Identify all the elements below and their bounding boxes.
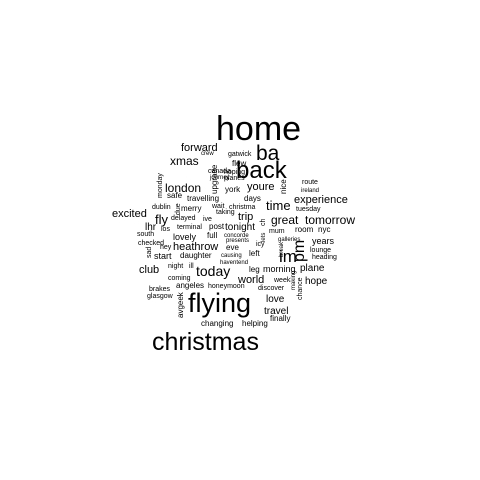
word-upgrade: upgrade <box>210 164 219 194</box>
word-los: los <box>161 226 170 233</box>
word-flew: flew <box>232 159 246 168</box>
word-heathrow: heathrow <box>173 241 218 253</box>
word-travel: travel <box>264 306 288 317</box>
word-changing: changing <box>201 319 233 328</box>
word-taking: taking <box>216 209 235 216</box>
word-start: start <box>154 251 172 261</box>
word-club: club <box>139 264 159 276</box>
word-monday: monday <box>157 173 164 198</box>
word-experience: experience <box>294 194 348 206</box>
word-tuesday: tuesday <box>296 206 321 213</box>
word-youre: youre <box>247 181 275 193</box>
word-daughter: daughter <box>180 251 212 260</box>
word-home: home <box>216 110 301 148</box>
word-love: love <box>266 294 285 305</box>
word-icy: icy <box>256 241 265 248</box>
word-making: making <box>291 271 297 290</box>
word-nyc: nyc <box>318 225 330 234</box>
word-wait: wait <box>211 203 225 210</box>
word-world: world <box>237 274 264 286</box>
word-coming: coming <box>168 275 191 282</box>
word-finally: finally <box>270 314 290 323</box>
word-discover: discover <box>258 285 285 292</box>
word-time: time <box>266 198 291 213</box>
word-plane: plane <box>300 263 325 274</box>
word-glasgow: glasgow <box>147 293 174 300</box>
word-lovely: lovely <box>173 232 197 242</box>
word-tomorrow: tomorrow <box>305 213 355 227</box>
word-avgeek: avgeek <box>176 291 185 318</box>
word-eve: eve <box>226 243 239 252</box>
word-dublin: dublin <box>152 204 171 211</box>
word-christmas: christmas <box>152 328 259 356</box>
word-today: today <box>196 263 230 279</box>
word-london: london <box>165 181 201 195</box>
word-canada: canada <box>208 168 231 175</box>
word-lounge: lounge <box>310 247 331 254</box>
word-ill: ill <box>189 263 194 270</box>
word-full: full <box>207 231 217 240</box>
word-room: room <box>295 225 314 234</box>
word-angeles: angeles <box>176 281 204 290</box>
word-york: york <box>225 185 241 194</box>
word-night: night <box>168 263 183 270</box>
word-week: week <box>273 277 291 284</box>
word-sad: sad <box>146 247 153 258</box>
word-tonight: tonight <box>225 222 255 233</box>
word-great: great <box>271 213 299 227</box>
word-ive: ive <box>203 216 212 223</box>
word-planes: planes <box>224 175 245 182</box>
word-post: post <box>209 222 225 231</box>
word-brakes: brakes <box>149 286 171 293</box>
word-years: years <box>312 236 335 246</box>
word-travelling: travelling <box>187 194 219 203</box>
word-south: south <box>137 231 154 238</box>
word-morning: morning <box>263 264 296 274</box>
word-hey: hey <box>160 244 172 251</box>
word-excited: excited <box>112 208 147 220</box>
word-fly: fly <box>155 212 169 227</box>
word-xmas: xmas <box>170 154 199 168</box>
word-delayed: delayed <box>171 215 196 222</box>
word-ch: ch <box>260 219 267 227</box>
word-flying: flying <box>188 288 251 318</box>
word-back: back <box>236 157 288 184</box>
word-causing: causing <box>221 253 242 259</box>
word-pm: pm <box>291 240 308 262</box>
word-helping: helping <box>242 319 268 328</box>
word-honeymoon: honeymoon <box>208 283 245 290</box>
word-checked: checked <box>138 240 164 247</box>
word-galleries: galleries <box>278 237 300 243</box>
word-chance: chance <box>297 277 304 300</box>
word-lhr: lhr <box>145 222 157 233</box>
word-merry: merry <box>181 204 201 213</box>
word-trip: trip <box>238 211 253 223</box>
word-leg: leg <box>249 265 260 274</box>
word-route: route <box>302 179 318 186</box>
word-haventend: haventend <box>220 260 248 266</box>
word-left: left <box>249 249 260 258</box>
word-crew: crew <box>201 151 214 157</box>
word-christma: christma <box>229 204 256 211</box>
word-heading: heading <box>312 254 337 261</box>
word-presents: presents <box>226 238 249 244</box>
word-nice: nice <box>279 179 288 194</box>
word-ireland: ireland <box>301 188 319 194</box>
word-hope: hope <box>305 276 328 287</box>
word-concorde: concorde <box>224 233 249 239</box>
word-mum: mum <box>269 228 285 235</box>
word-im: im <box>279 247 297 266</box>
word-due: due <box>175 203 182 215</box>
word-forward: forward <box>181 142 218 154</box>
word-terminal: terminal <box>177 224 202 231</box>
word-break: break <box>279 241 285 257</box>
word-journey: journey <box>209 175 230 181</box>
word-days: days <box>244 194 261 203</box>
word-gatwick: gatwick <box>228 151 252 158</box>
word-hoping: hoping <box>224 169 245 176</box>
word-safe: safe <box>167 191 183 200</box>
word-lets: lets <box>261 233 267 242</box>
word-ba: ba <box>256 142 280 165</box>
